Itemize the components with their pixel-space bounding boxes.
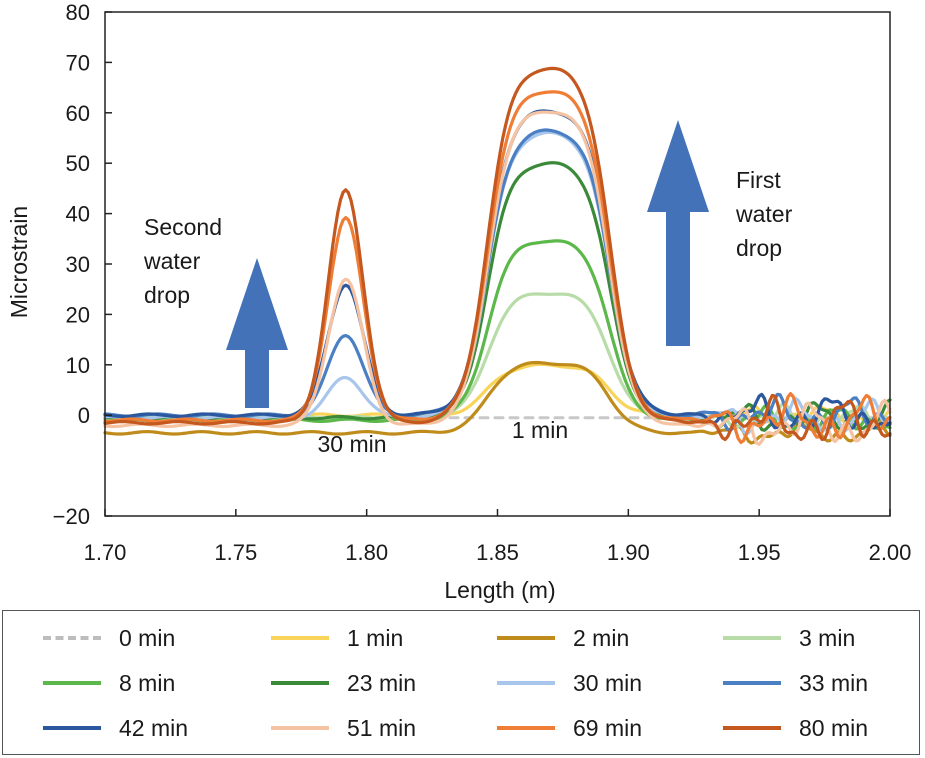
legend-item: 8 min xyxy=(43,668,175,698)
legend-swatch xyxy=(43,681,101,685)
legend-swatch xyxy=(271,681,329,685)
first-drop-arrow xyxy=(647,120,709,346)
second-drop-label: drop xyxy=(144,282,190,308)
arrow-layer xyxy=(226,120,709,408)
legend-label: 8 min xyxy=(119,669,176,696)
legend-item: 2 min xyxy=(497,623,629,653)
y-axis-title: Microstrain xyxy=(6,206,32,318)
second-drop-label: water xyxy=(143,248,201,274)
first-drop-label: First xyxy=(736,167,781,193)
y-tick-label: 30 xyxy=(66,252,90,277)
x-tick-label: 1.75 xyxy=(214,540,257,565)
x-tick-label: 1.90 xyxy=(607,540,650,565)
legend-swatch xyxy=(723,681,781,685)
legend-item: 69 min xyxy=(497,713,642,743)
y-tick-label: 0 xyxy=(78,403,90,428)
legend-label: 3 min xyxy=(799,624,856,651)
first-drop-label: drop xyxy=(736,235,782,261)
legend-label: 51 min xyxy=(347,714,417,741)
legend-label: 42 min xyxy=(119,714,189,741)
legend: 0 min 1 min 2 min 3 min 8 min 23 min 30 min 33 … xyxy=(2,610,920,755)
legend-label: 1 min xyxy=(347,624,404,651)
legend-item: 33 min xyxy=(723,668,868,698)
legend-swatch xyxy=(271,636,329,640)
x-tick-label: 2.00 xyxy=(869,540,912,565)
legend-item: 30 min xyxy=(497,668,642,698)
y-tick-label: 60 xyxy=(66,101,90,126)
annotation-1-min: 1 min xyxy=(512,417,568,443)
second-drop-label: Second xyxy=(144,214,222,240)
series-line-8-min xyxy=(103,239,892,431)
legend-swatch xyxy=(271,726,329,730)
first-drop-label: water xyxy=(735,201,793,227)
legend-label: 23 min xyxy=(347,669,417,696)
y-tick-label: 20 xyxy=(66,302,90,327)
axes-layer xyxy=(104,11,891,517)
legend-swatch xyxy=(43,726,101,730)
legend-label: 80 min xyxy=(799,714,869,741)
x-tick-label: 1.70 xyxy=(84,540,127,565)
legend-item: 1 min xyxy=(271,623,403,653)
series-line-80-min xyxy=(103,66,892,442)
legend-item: 80 min xyxy=(723,713,868,743)
x-tick-label: 1.95 xyxy=(738,540,781,565)
legend-label: 2 min xyxy=(573,624,630,651)
legend-swatch xyxy=(723,636,781,640)
series-line-69-min xyxy=(103,90,892,444)
strain-chart: 1.70 1.75 1.80 1.85 1.90 1.95 2.00 80 70 60 50 40 30… xyxy=(6,0,912,603)
plot-frame xyxy=(104,11,891,517)
x-tick-label: 1.85 xyxy=(476,540,519,565)
y-tick-label: 50 xyxy=(66,151,90,176)
second-drop-arrow xyxy=(226,258,288,408)
y-tick-label: 70 xyxy=(66,50,90,75)
legend-item: 23 min xyxy=(271,668,416,698)
series-line-2-min xyxy=(103,360,892,445)
y-tick-label: 80 xyxy=(66,0,90,25)
series-layer xyxy=(103,66,892,446)
x-axis-title: Length (m) xyxy=(444,577,555,603)
legend-label: 33 min xyxy=(799,669,869,696)
x-tick-label: 1.80 xyxy=(345,540,388,565)
legend-item: 3 min xyxy=(723,623,855,653)
y-tick-label: 10 xyxy=(66,353,90,378)
legend-swatch xyxy=(723,726,781,730)
legend-label: 0 min xyxy=(119,624,176,651)
y-tick-label: −20 xyxy=(53,504,90,529)
legend-item: 42 min xyxy=(43,713,188,743)
legend-swatch xyxy=(497,636,555,640)
tick-labels: 1.70 1.75 1.80 1.85 1.90 1.95 2.00 80 70 60 50 40 30… xyxy=(53,0,912,565)
legend-swatch xyxy=(497,681,555,685)
annotation-30-min: 30 min xyxy=(317,431,386,457)
legend-swatch xyxy=(43,636,101,640)
y-tick-label: 40 xyxy=(66,202,90,227)
legend-item: 51 min xyxy=(271,713,416,743)
legend-item: 0 min xyxy=(43,623,175,653)
legend-swatch xyxy=(497,726,555,730)
legend-label: 69 min xyxy=(573,714,643,741)
series-line-51-min xyxy=(103,110,892,446)
legend-label: 30 min xyxy=(573,669,643,696)
annotations: Second water drop First water drop 30 min 1 min xyxy=(143,167,793,457)
